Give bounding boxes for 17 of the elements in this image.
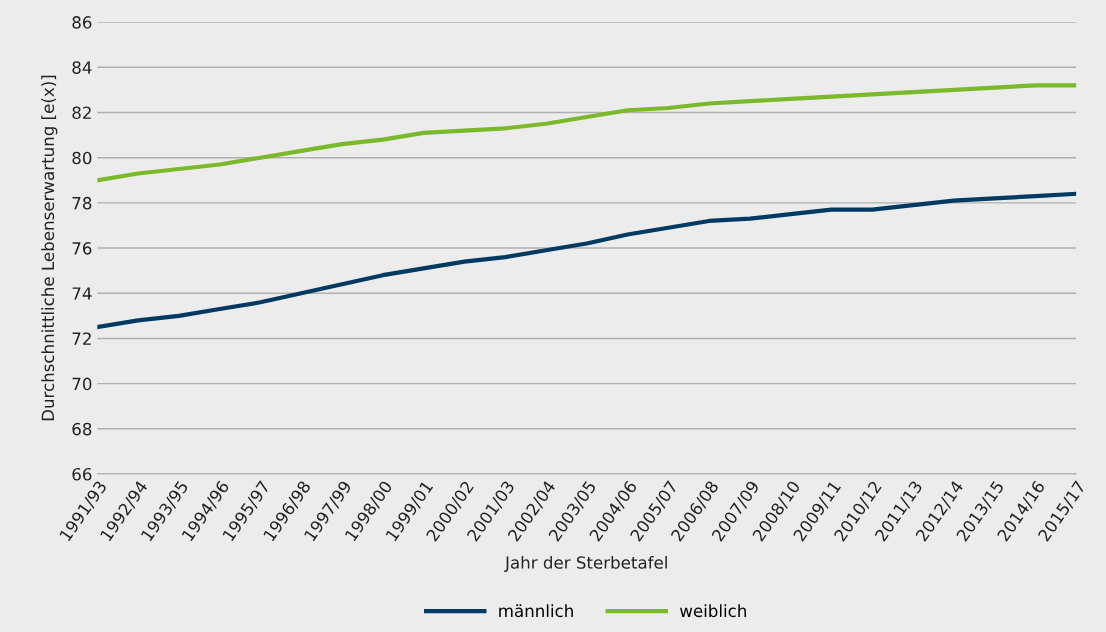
y-tick-label: 70 [72,377,92,391]
y-tick-label: 78 [72,196,92,210]
legend-label: weiblich [680,604,746,618]
legend-label: männlich [499,604,573,618]
y-tick-label: 82 [72,106,91,120]
line-series [97,83,1077,183]
y-tick-label: 68 [72,422,92,436]
line-series [97,191,1077,330]
y-tick-label: 84 [72,61,92,74]
y-tick-label: 74 [72,287,92,300]
y-tick-label: 66 [72,467,92,481]
y-tick-label: 76 [72,242,92,255]
y-tick-label: 86 [72,16,92,29]
y-tick-label: 80 [72,151,92,165]
x-axis-title: Jahr der Sterbetafel [504,555,667,572]
y-axis-title: Durchschnittliche Lebenserwartung [e(x)] [41,75,58,421]
y-tick-label: 72 [72,332,91,345]
